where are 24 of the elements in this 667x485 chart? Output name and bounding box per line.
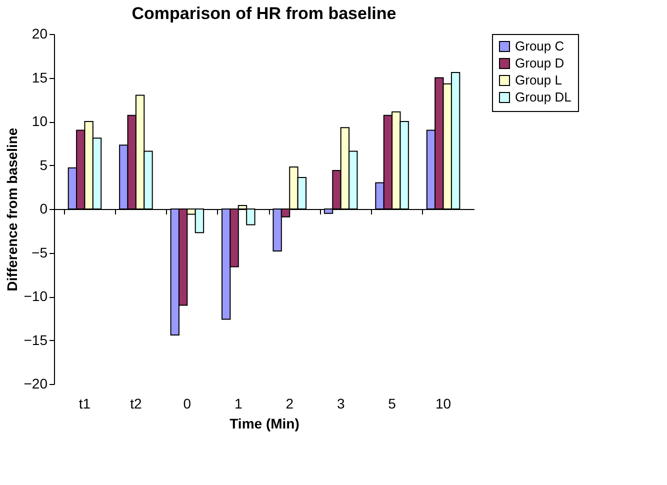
y-tick-label: −5 — [32, 244, 48, 260]
x-tick-label: t1 — [78, 396, 91, 412]
legend-label: Group D — [515, 56, 564, 70]
y-tick-label: 10 — [32, 113, 48, 129]
x-tick-label: 3 — [336, 396, 345, 412]
y-tick-label: −20 — [24, 376, 48, 392]
legend-label: Group DL — [515, 90, 572, 104]
x-tick-label: 10 — [435, 396, 452, 412]
x-axis-title: Time (Min) — [230, 416, 300, 432]
chart-title: Comparison of HR from baseline — [132, 4, 396, 23]
x-tick-label: 2 — [286, 396, 294, 412]
x-tick-label: 1 — [234, 396, 242, 412]
y-tick-label: −15 — [24, 332, 48, 348]
y-tick-label: 20 — [32, 26, 48, 42]
legend-label: Group C — [515, 38, 564, 54]
y-tick-label: 0 — [40, 200, 48, 216]
x-tick-label: t2 — [130, 396, 142, 412]
y-tick-label: 15 — [32, 69, 48, 86]
legend-label: Group L — [515, 72, 562, 88]
x-tick-label: 0 — [183, 396, 192, 412]
y-axis-title: Difference from baseline — [4, 128, 20, 292]
y-tick-label: −10 — [24, 288, 48, 304]
x-tick-label: 5 — [388, 396, 396, 412]
y-tick-label: 5 — [40, 156, 48, 173]
